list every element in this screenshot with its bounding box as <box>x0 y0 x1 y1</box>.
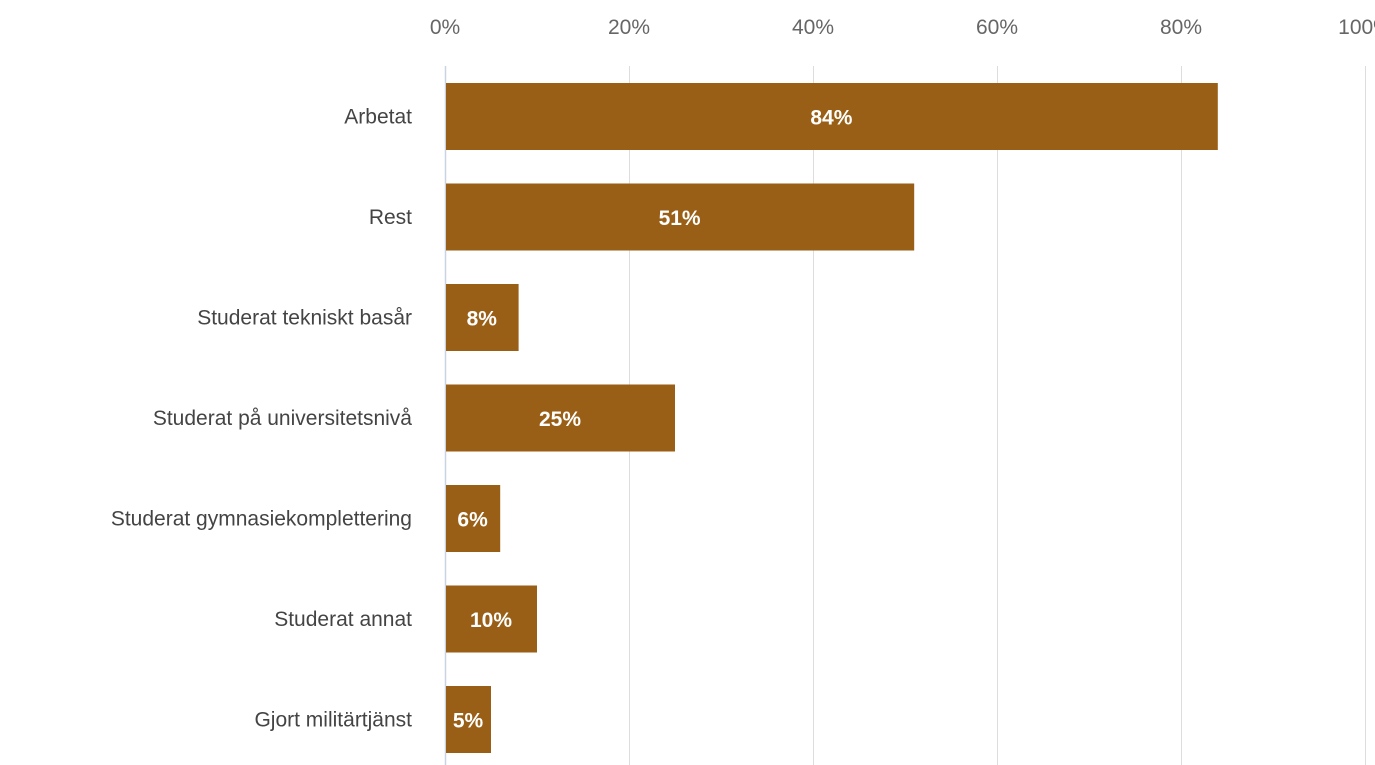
data-label: 51% <box>659 207 701 230</box>
data-label: 6% <box>457 509 488 532</box>
bar <box>446 585 537 653</box>
category-labels: Arbetat Rest Studerat tekniskt basår Studer… <box>111 106 412 732</box>
category-label: Studerat gymnasiekomplettering <box>111 508 412 531</box>
x-tick-label: 100% <box>1338 16 1375 39</box>
x-axis-ticks: 0% 20% 40% 60% 80% 100% <box>430 16 1375 39</box>
bar <box>446 284 519 351</box>
x-tick-label: 40% <box>792 16 834 39</box>
bars <box>446 83 1218 753</box>
x-tick-label: 0% <box>430 16 460 39</box>
bar <box>446 83 1218 150</box>
bar <box>446 384 675 452</box>
bar <box>446 686 491 753</box>
x-tick-label: 60% <box>976 16 1018 39</box>
gridlines <box>629 66 1366 765</box>
category-label: Studerat annat <box>274 608 412 631</box>
category-label: Studerat på universitetsnivå <box>153 407 412 430</box>
bar <box>446 485 501 552</box>
data-label: 10% <box>470 609 512 632</box>
data-label: 84% <box>810 107 852 130</box>
bar <box>446 183 915 251</box>
category-label: Rest <box>369 206 412 229</box>
x-tick-label: 80% <box>1160 16 1202 39</box>
category-label: Arbetat <box>344 106 412 129</box>
category-label: Studerat tekniskt basår <box>197 307 412 330</box>
data-label: 8% <box>467 308 498 331</box>
category-label: Gjort militärtjänst <box>254 709 412 732</box>
data-label: 25% <box>539 408 581 431</box>
data-label: 5% <box>453 710 484 733</box>
x-tick-label: 20% <box>608 16 650 39</box>
data-labels: 84% 51% 8% 25% 6% 10% 5% <box>453 107 853 733</box>
